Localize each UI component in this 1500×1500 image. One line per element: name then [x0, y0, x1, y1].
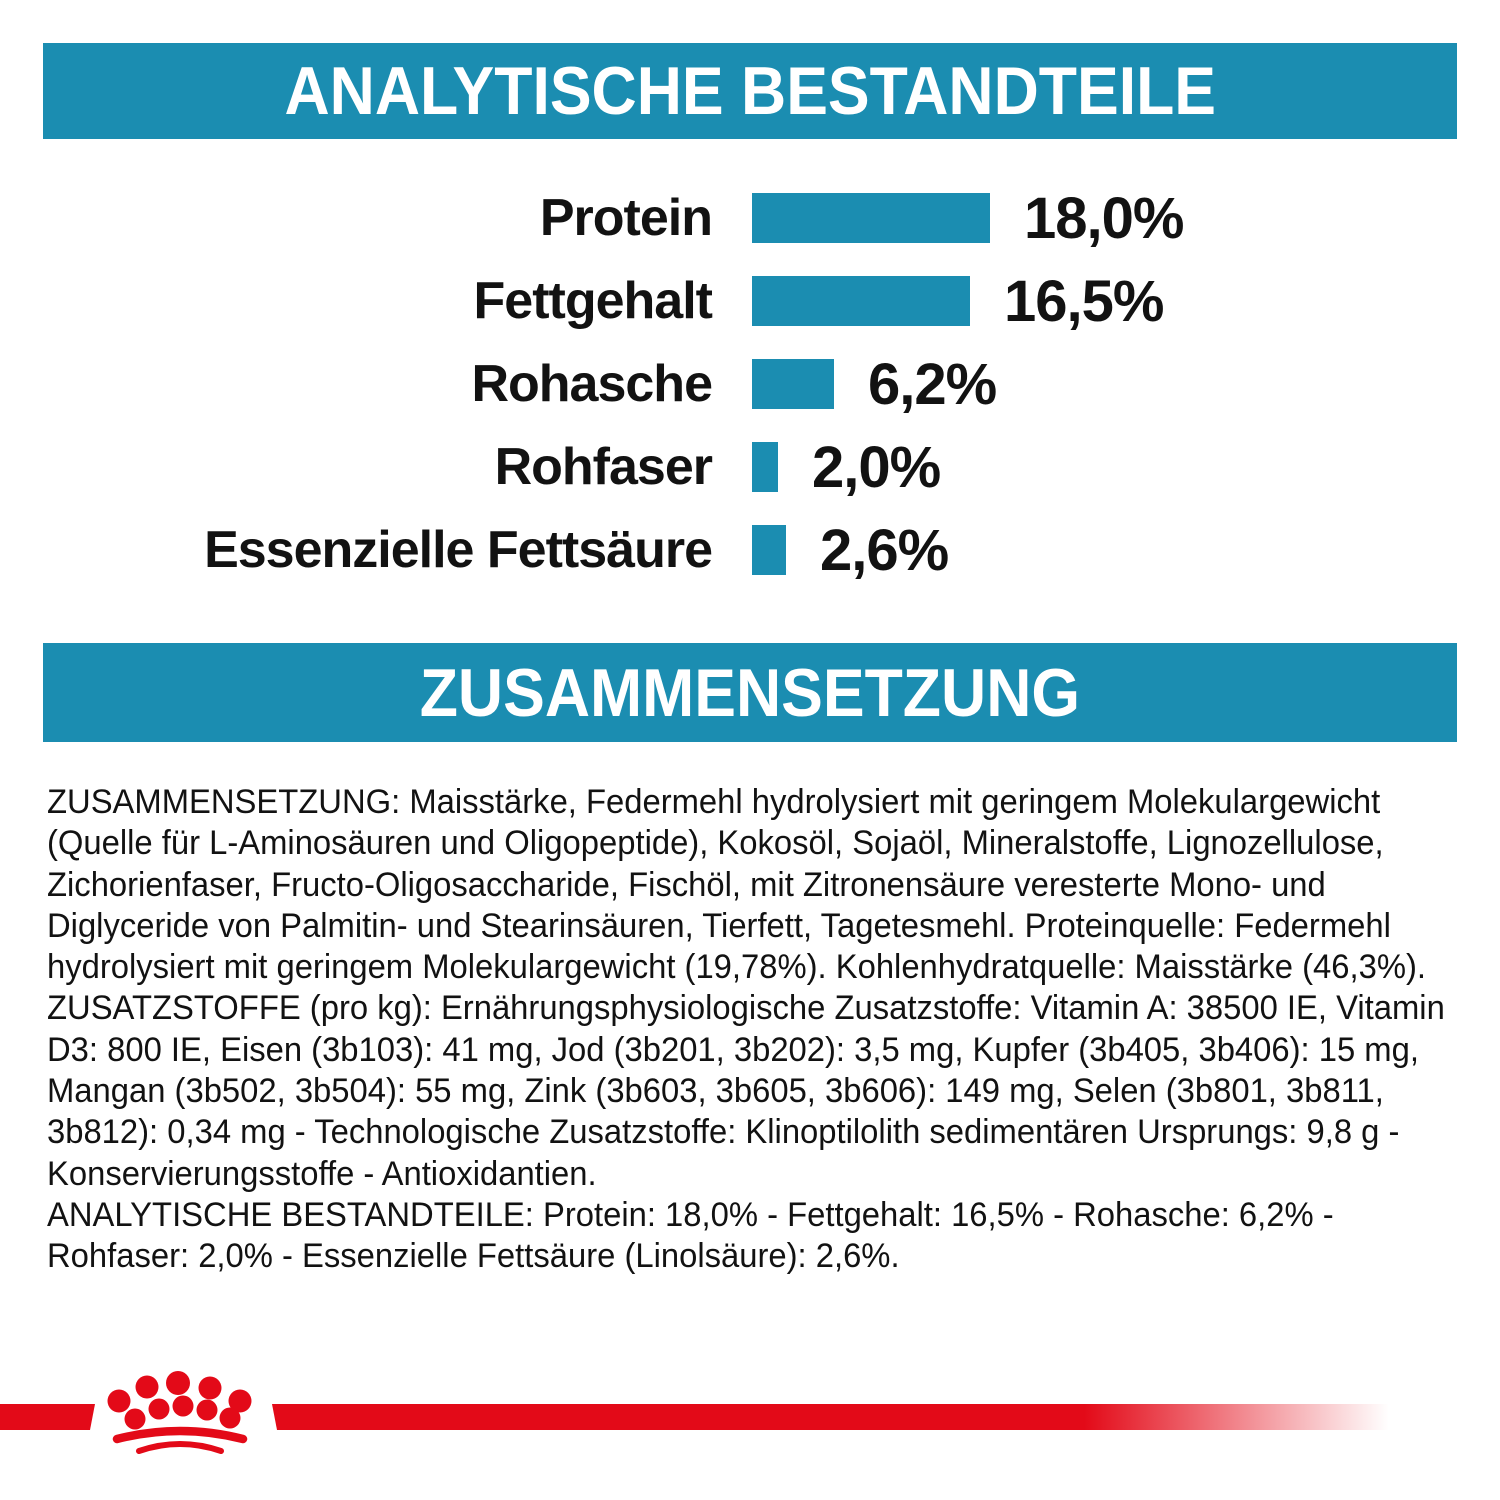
- chart-row-fettgehalt: Fettgehalt 16,5%: [0, 259, 1500, 343]
- composition-title: ZUSAMMENSETZUNG: [419, 654, 1081, 731]
- composition-text-block: ZUSAMMENSETZUNG: Maisstärke, Federmehl h…: [47, 782, 1497, 1278]
- chart-bar: [752, 359, 834, 409]
- chart-value: 16,5%: [1004, 268, 1164, 334]
- chart-label: Rohasche: [471, 355, 713, 413]
- red-band-right: [272, 1404, 1400, 1430]
- composition-line: (Quelle für L-Aminosäuren und Oligopepti…: [47, 824, 1384, 863]
- chart-row-rohasche: Rohasche 6,2%: [0, 342, 1500, 426]
- chart-label: Fettgehalt: [473, 272, 713, 330]
- composition-line: ANALYTISCHE BESTANDTEILE: Protein: 18,0%…: [47, 1195, 1334, 1234]
- composition-line: hydrolysiert mit geringem Molekulargewic…: [47, 948, 1426, 987]
- chart-bar: [752, 442, 778, 492]
- chart-value: 6,2%: [868, 351, 997, 417]
- chart-row-protein: Protein 18,0%: [0, 176, 1500, 260]
- chart-bar: [752, 276, 970, 326]
- composition-line: Zichorienfaser, Fructo-Oligosaccharide, …: [47, 865, 1326, 904]
- chart-label: Protein: [539, 189, 713, 247]
- analytical-constituents-header: ANALYTISCHE BESTANDTEILE: [43, 43, 1457, 139]
- chart-bar: [752, 525, 786, 575]
- composition-line: Mangan (3b502, 3b504): 55 mg, Zink (3b60…: [47, 1072, 1384, 1111]
- composition-line: 3b812): 0,34 mg - Technologische Zusatzs…: [47, 1113, 1400, 1152]
- analytical-constituents-title: ANALYTISCHE BESTANDTEILE: [284, 53, 1216, 129]
- chart-label: Rohfaser: [494, 438, 713, 496]
- composition-line: ZUSATZSTOFFE (pro kg): Ernährungsphysiol…: [47, 989, 1445, 1028]
- royal-canin-crown-icon: [107, 1371, 252, 1454]
- red-band-left: [0, 1404, 95, 1430]
- composition-line: ZUSAMMENSETZUNG: Maisstärke, Federmehl h…: [47, 783, 1381, 821]
- chart-value: 2,0%: [812, 434, 941, 500]
- composition-line: Konservierungsstoffe - Antioxidantien.: [47, 1154, 597, 1193]
- composition-line: D3: 800 IE, Eisen (3b103): 41 mg, Jod (3…: [47, 1030, 1419, 1069]
- chart-row-rohfaser: Rohfaser 2,0%: [0, 425, 1500, 509]
- composition-header: ZUSAMMENSETZUNG: [43, 643, 1457, 742]
- chart-label: Essenzielle Fettsäure: [204, 521, 713, 579]
- chart-row-essenzielle-fettsaeure: Essenzielle Fettsäure 2,6%: [0, 508, 1500, 592]
- composition-line: Rohfaser: 2,0% - Essenzielle Fettsäure (…: [47, 1237, 900, 1276]
- chart-value: 18,0%: [1024, 185, 1184, 251]
- chart-bar: [752, 193, 990, 243]
- composition-line: Diglyceride von Palmitin- und Stearinsäu…: [47, 906, 1391, 945]
- chart-value: 2,6%: [820, 517, 949, 583]
